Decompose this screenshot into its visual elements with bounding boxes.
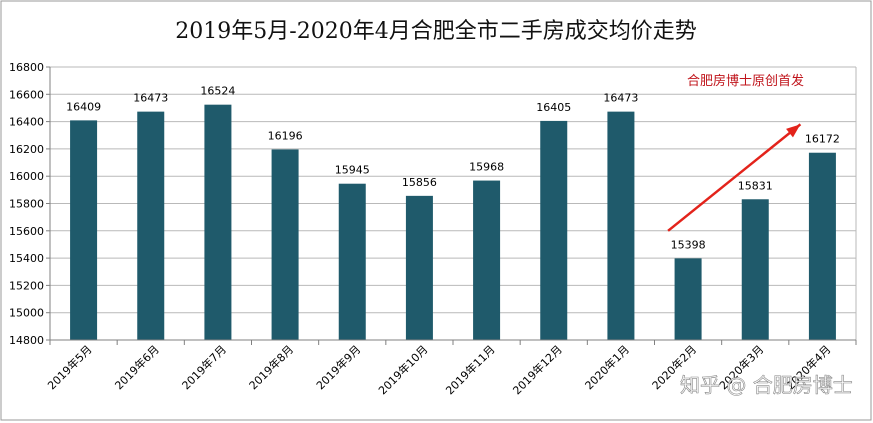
data-label: 15831 (738, 179, 773, 192)
y-tick-label: 15000 (9, 307, 44, 320)
bar (70, 120, 98, 341)
chart-title: 2019年5月-2020年4月合肥全市二手房成交均价走势 (175, 19, 696, 44)
watermark: 知乎 @ 合肥房博士 (680, 373, 853, 397)
bar (271, 149, 299, 340)
data-label: 15945 (335, 164, 370, 177)
y-axis: 14800 15000 15200 15400 15600 15800 16000 16200… (9, 61, 51, 347)
bar (473, 180, 501, 340)
data-label: 16473 (603, 92, 638, 105)
data-label: 15968 (469, 161, 504, 174)
y-tick-label: 15400 (9, 252, 44, 265)
y-tick-label: 15600 (9, 225, 44, 238)
gridlines (50, 66, 857, 341)
y-tick-label: 15200 (9, 279, 44, 292)
trend-arrow-shaft (667, 123, 802, 232)
y-tick-label: 15800 (9, 198, 44, 211)
bars (70, 104, 836, 341)
bar (808, 152, 836, 340)
y-tick-label: 16400 (9, 116, 44, 129)
data-label: 16405 (536, 101, 571, 114)
y-tick-label: 16000 (9, 170, 44, 183)
bar (741, 199, 769, 340)
data-label: 16196 (268, 129, 303, 142)
data-label: 16172 (805, 133, 840, 146)
bar (338, 183, 366, 340)
data-label: 16524 (200, 85, 235, 98)
data-label: 15856 (402, 176, 437, 189)
bar (674, 258, 702, 340)
bar (607, 111, 635, 340)
y-tick-label: 14800 (9, 334, 44, 347)
y-tick-label: 16600 (9, 88, 44, 101)
data-label: 16473 (133, 92, 168, 105)
bar (204, 104, 232, 340)
bar (540, 120, 568, 340)
bar (137, 111, 165, 340)
data-label: 15398 (671, 238, 706, 251)
y-tick-label: 16800 (9, 61, 44, 74)
annotation-label: 合肥房博士原创首发 (687, 73, 804, 89)
data-label: 16409 (66, 100, 101, 113)
y-tick-label: 16200 (9, 143, 44, 156)
data-labels: 16409 16473 16524 16196 15945 15856 15968 16405… (66, 85, 840, 252)
bar (405, 195, 433, 340)
trend-arrow-head (786, 124, 801, 138)
trend-arrow (667, 123, 802, 232)
